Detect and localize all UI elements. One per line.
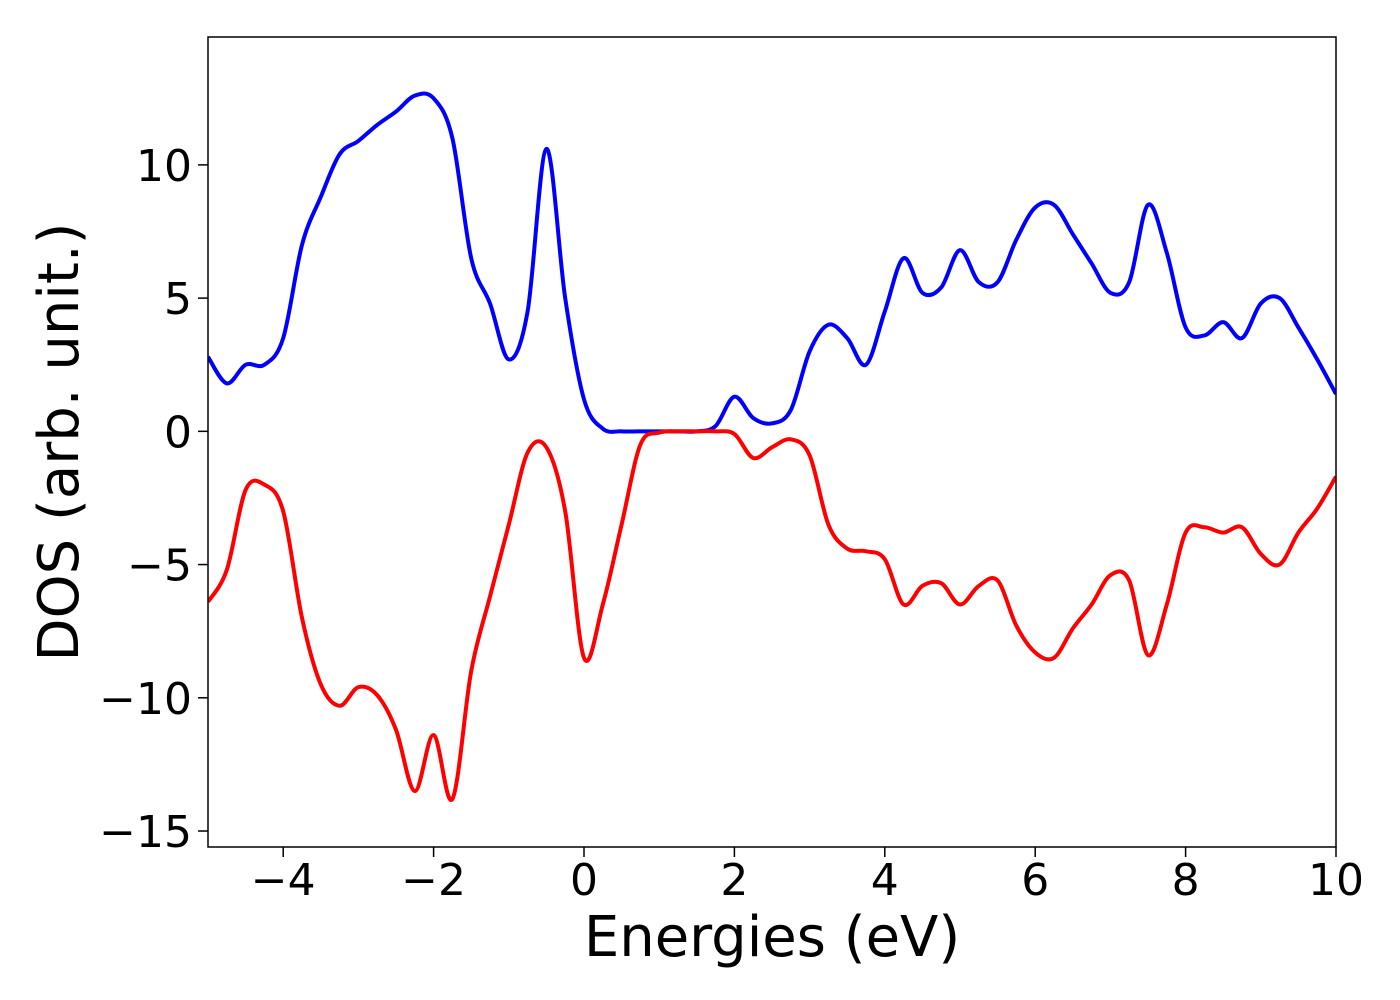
y-axis-label: DOS (arb. unit.) [27, 222, 92, 661]
x-tick-label: 4 [871, 855, 899, 906]
y-tick-label: 10 [136, 141, 192, 192]
dos-line [208, 429, 1336, 802]
y-tick-label: −15 [99, 807, 192, 858]
x-axis-label: Energies (eV) [584, 905, 960, 970]
y-tick-label: 5 [164, 274, 192, 325]
x-tick-label: 6 [1021, 855, 1049, 906]
x-tick-label: 8 [1172, 855, 1200, 906]
plot-frame [207, 36, 1337, 848]
x-tick-label: 2 [720, 855, 748, 906]
x-tick-label: 0 [570, 855, 598, 906]
dos-line [208, 91, 1336, 434]
x-tick-label: 10 [1308, 855, 1364, 906]
x-tick-label: −2 [401, 855, 466, 906]
y-tick-label: −10 [99, 674, 192, 725]
y-tick-label: −5 [127, 541, 192, 592]
y-tick-label: 0 [164, 407, 192, 458]
x-tick-label: −4 [251, 855, 316, 906]
